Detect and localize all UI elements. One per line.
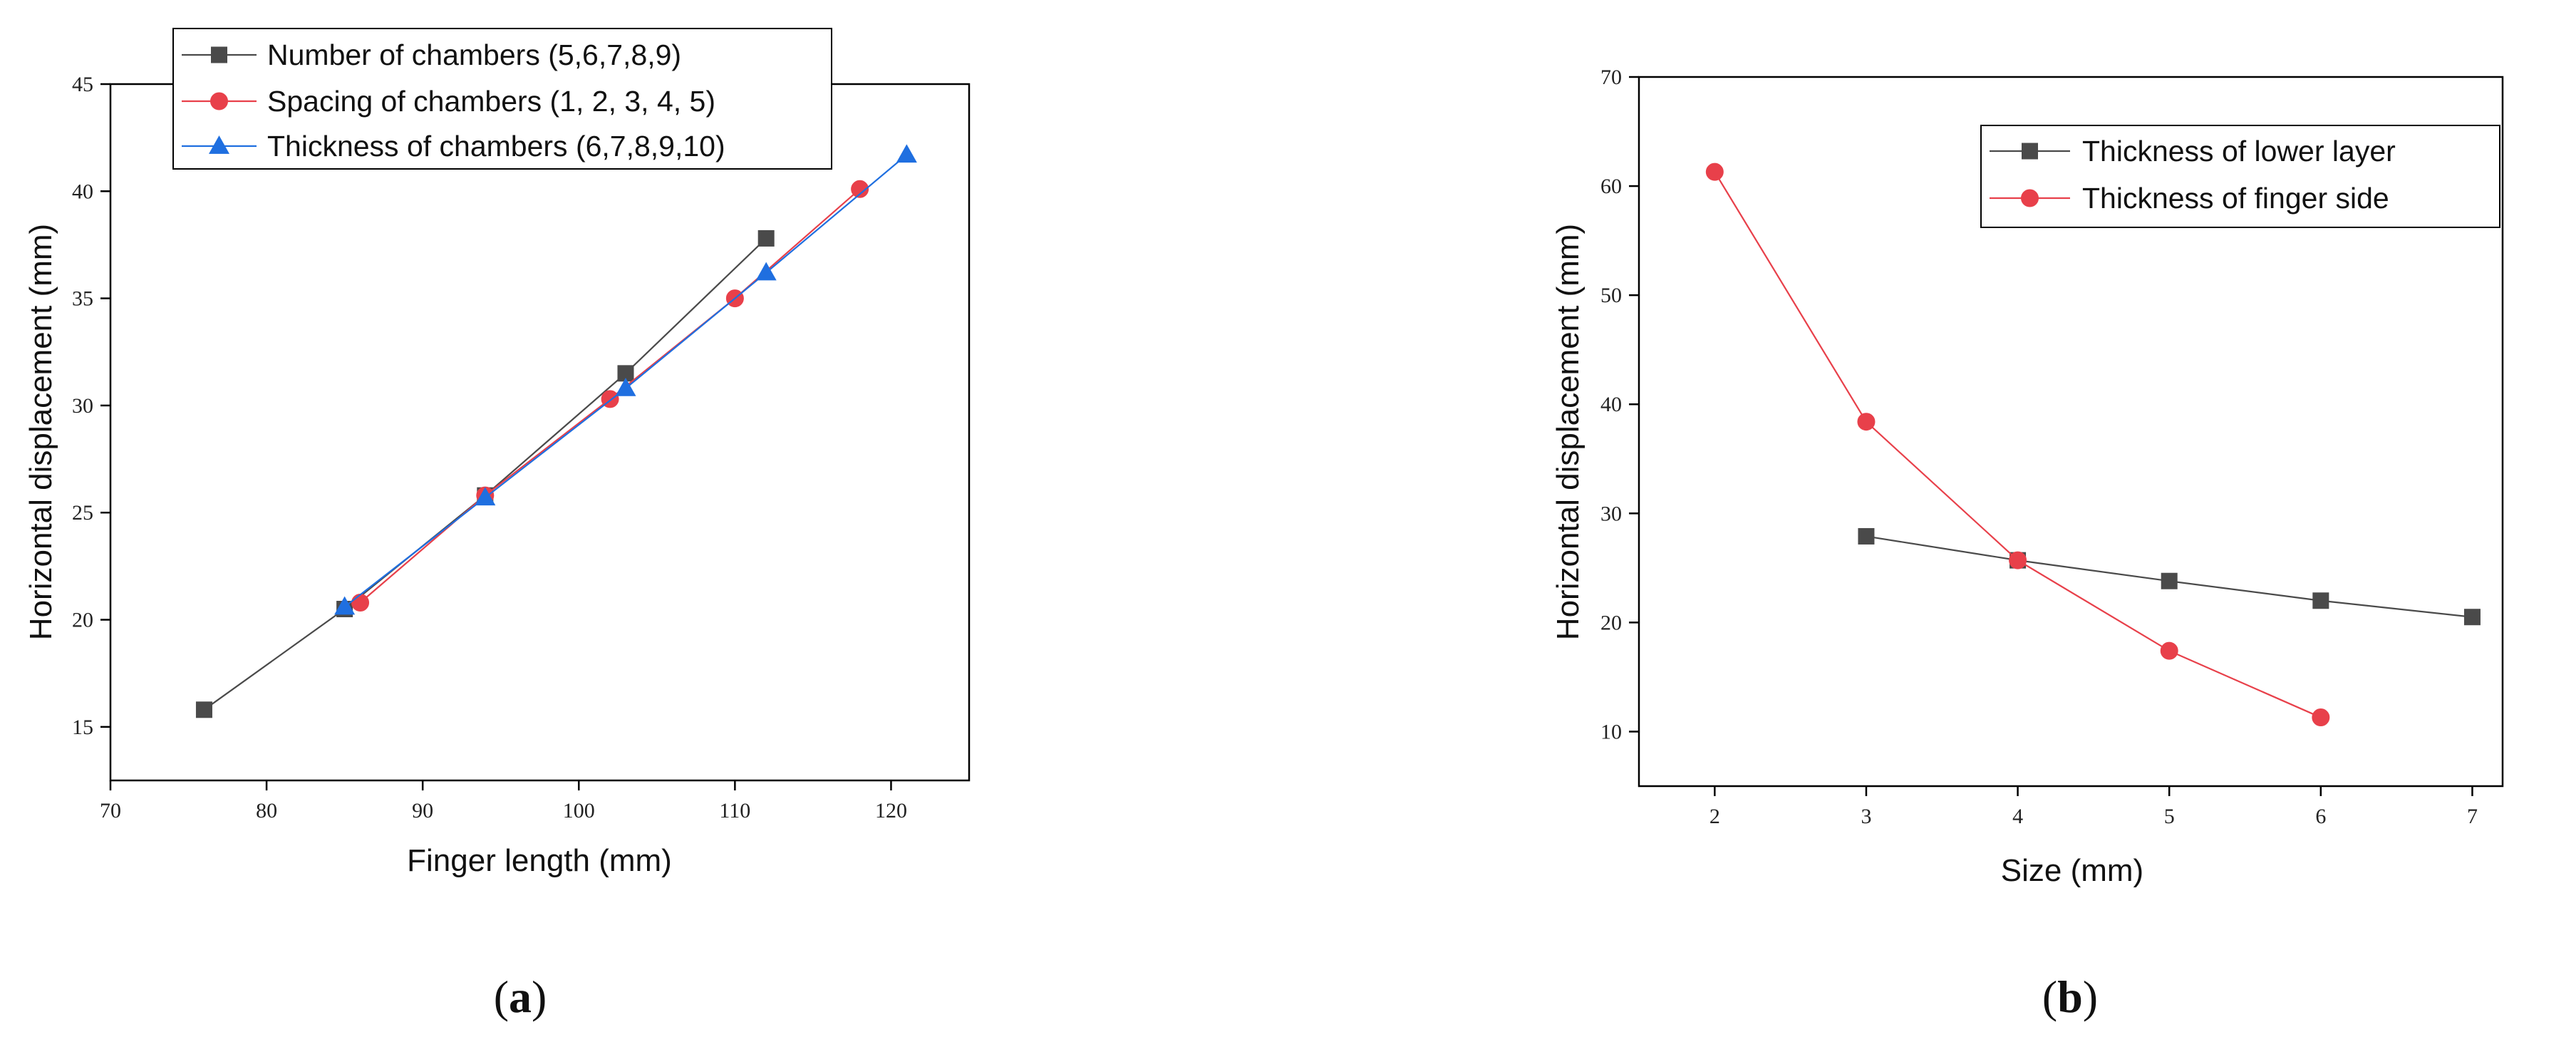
x-tick-label: 3 bbox=[1861, 805, 1871, 828]
legend-marker bbox=[210, 92, 228, 110]
data-point bbox=[2009, 551, 2027, 569]
data-point bbox=[1858, 527, 1875, 545]
x-tick-label: 4 bbox=[2012, 805, 2023, 828]
y-axis-title: Horizontal displacement (mm) bbox=[1551, 224, 1586, 640]
legend: Thickness of lower layer Thickness of fin… bbox=[1980, 125, 2500, 228]
panel-letter-b: b bbox=[2057, 971, 2083, 1022]
y-tick-label: 20 bbox=[72, 609, 93, 632]
data-point bbox=[2463, 609, 2481, 626]
panel-label-b: (b) bbox=[2042, 971, 2098, 1022]
legend-box bbox=[172, 28, 832, 170]
x-tick-label: 90 bbox=[412, 799, 433, 822]
series-3 bbox=[334, 144, 917, 615]
y-tick-label: 10 bbox=[1600, 720, 1622, 743]
y-tick-label: 30 bbox=[1600, 502, 1622, 525]
series-layer bbox=[195, 144, 917, 718]
y-tick-label: 25 bbox=[72, 501, 93, 525]
data-point bbox=[351, 593, 370, 612]
x-tick-label: 6 bbox=[2315, 805, 2326, 828]
y-tick-label: 70 bbox=[1600, 66, 1622, 89]
legend-label: Thickness of lower layer bbox=[2082, 135, 2396, 167]
legend-entry: Thickness of finger side bbox=[1990, 182, 2389, 215]
legend-box bbox=[1980, 125, 2500, 228]
x-tick-label: 5 bbox=[2164, 805, 2175, 828]
x-axis-ticks: 2 3 4 5 6 7 bbox=[1709, 786, 2478, 828]
data-point bbox=[2312, 592, 2329, 609]
y-tick-label: 20 bbox=[1600, 611, 1622, 634]
y-tick-label: 40 bbox=[72, 180, 93, 203]
data-point bbox=[615, 377, 636, 396]
legend-label: Thickness of finger side bbox=[2082, 182, 2389, 215]
x-tick-label: 100 bbox=[563, 799, 595, 822]
data-point bbox=[2312, 708, 2330, 727]
x-axis-ticks: 70 80 90 100 110 120 bbox=[100, 780, 907, 822]
legend-marker bbox=[211, 46, 227, 63]
y-tick-label: 30 bbox=[72, 394, 93, 418]
data-point bbox=[2161, 572, 2178, 589]
y-tick-label: 60 bbox=[1600, 175, 1622, 198]
series-layer bbox=[1705, 163, 2481, 727]
legend-entry: Thickness of chambers (6,7,8,9,10) bbox=[182, 130, 725, 163]
chart-panel-b: 2 3 4 5 6 7 10 20 30 40 50 60 70 Size (mm) Horizont… bbox=[1551, 66, 2504, 1022]
data-point bbox=[334, 596, 356, 615]
series-1 bbox=[195, 229, 775, 718]
chart-panel-a: 70 80 90 100 110 120 15 20 25 30 35 40 45 Finger le… bbox=[24, 28, 971, 1022]
legend-marker bbox=[2022, 143, 2038, 160]
series-2 bbox=[1705, 163, 2330, 727]
x-tick-label: 120 bbox=[875, 799, 907, 822]
data-point bbox=[1857, 413, 1876, 431]
data-point bbox=[757, 229, 775, 247]
panel-label-a: (a) bbox=[494, 971, 547, 1022]
legend-entry: Spacing of chambers (1, 2, 3, 4, 5) bbox=[182, 85, 715, 118]
y-axis-title: Horizontal displacement (mm) bbox=[24, 224, 58, 640]
legend-marker bbox=[209, 135, 229, 154]
x-tick-label: 110 bbox=[719, 799, 750, 822]
legend-entry: Number of chambers (5,6,7,8,9) bbox=[182, 38, 681, 71]
legend-marker bbox=[2021, 189, 2039, 207]
data-point bbox=[2160, 641, 2178, 660]
data-point bbox=[1705, 163, 1724, 181]
data-point bbox=[755, 262, 777, 281]
legend-label: Spacing of chambers (1, 2, 3, 4, 5) bbox=[267, 85, 715, 118]
plot-frame bbox=[109, 83, 971, 782]
data-point bbox=[851, 180, 869, 198]
y-tick-label: 35 bbox=[72, 287, 93, 311]
series-1 bbox=[1858, 527, 2481, 626]
series-2 bbox=[351, 180, 869, 612]
legend-entry: Thickness of lower layer bbox=[1990, 135, 2396, 167]
y-tick-label: 50 bbox=[1600, 284, 1622, 307]
data-point bbox=[195, 701, 212, 718]
y-axis-ticks: 10 20 30 40 50 60 70 bbox=[1600, 66, 1639, 743]
x-axis-title: Finger length (mm) bbox=[407, 843, 672, 878]
y-tick-label: 40 bbox=[1600, 393, 1622, 416]
data-point bbox=[475, 487, 496, 506]
x-axis-title: Size (mm) bbox=[2001, 853, 2143, 888]
series-line bbox=[203, 237, 767, 711]
y-tick-label: 15 bbox=[72, 716, 93, 739]
legend-label: Thickness of chambers (6,7,8,9,10) bbox=[267, 130, 725, 163]
y-axis-ticks: 15 20 25 30 35 40 45 bbox=[72, 73, 110, 739]
x-tick-label: 2 bbox=[1709, 805, 1720, 828]
x-tick-label: 70 bbox=[100, 799, 121, 822]
panel-letter-a: a bbox=[509, 971, 532, 1022]
x-tick-label: 7 bbox=[2467, 805, 2478, 828]
data-point bbox=[896, 144, 917, 163]
legend: Number of chambers (5,6,7,8,9) Spacing of… bbox=[172, 28, 832, 170]
legend-label: Number of chambers (5,6,7,8,9) bbox=[267, 38, 681, 71]
series-line bbox=[1714, 171, 2322, 718]
x-tick-label: 80 bbox=[256, 799, 277, 822]
plot-frame bbox=[1638, 76, 2504, 788]
y-tick-label: 45 bbox=[72, 73, 93, 96]
